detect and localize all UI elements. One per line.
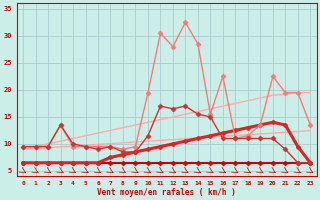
X-axis label: Vent moyen/en rafales ( km/h ): Vent moyen/en rafales ( km/h ) <box>97 188 236 197</box>
